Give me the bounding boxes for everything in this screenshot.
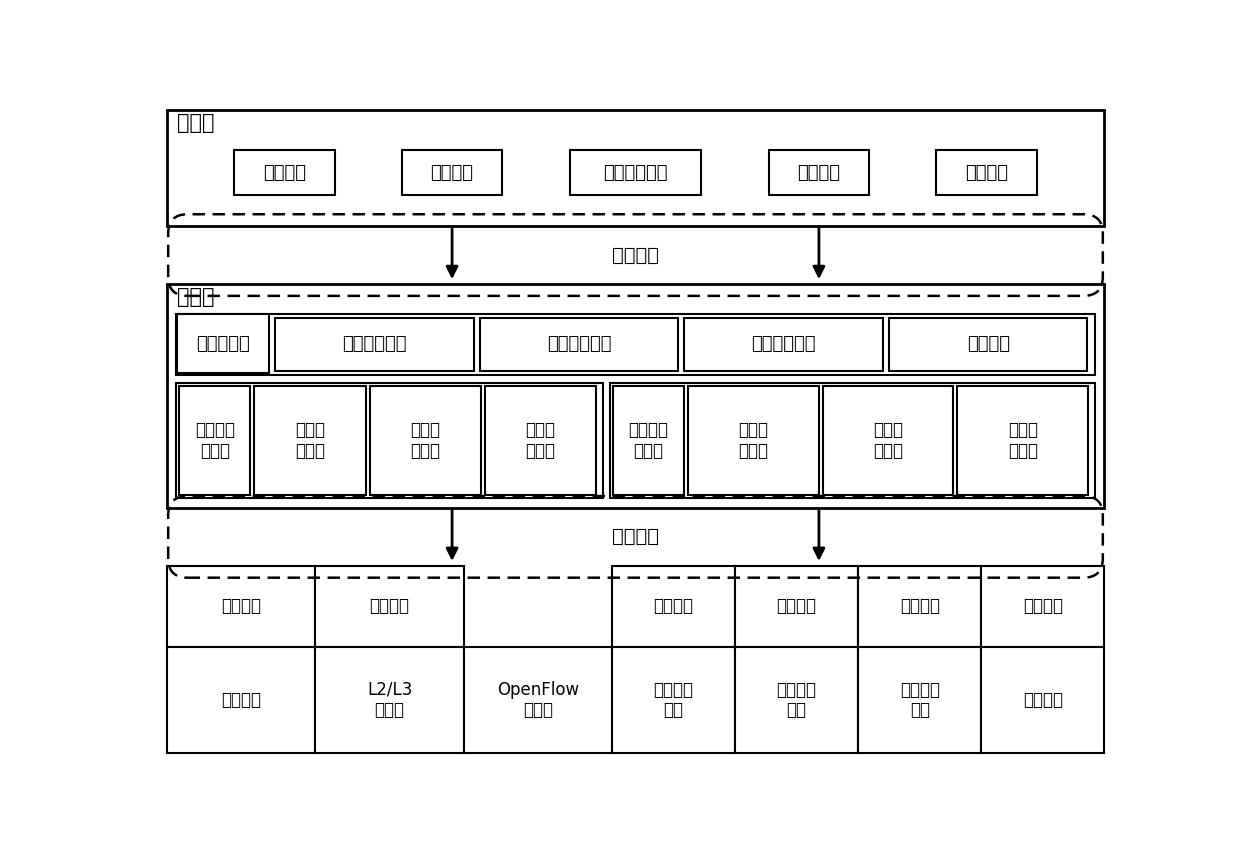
Text: 应急通信: 应急通信 bbox=[263, 163, 306, 181]
FancyBboxPatch shape bbox=[684, 318, 883, 370]
Text: 协议代理: 协议代理 bbox=[900, 598, 940, 616]
Text: 多域控制器: 多域控制器 bbox=[196, 335, 250, 353]
Text: 协议代理: 协议代理 bbox=[776, 598, 817, 616]
FancyBboxPatch shape bbox=[464, 646, 613, 753]
Text: 光交换机: 光交换机 bbox=[221, 691, 260, 709]
Text: 域内资
源调度: 域内资 源调度 bbox=[526, 422, 556, 460]
FancyBboxPatch shape bbox=[735, 566, 858, 646]
Text: 同步轨道
卫星: 同步轨道 卫星 bbox=[900, 681, 940, 719]
Text: 控制层: 控制层 bbox=[177, 287, 215, 308]
FancyBboxPatch shape bbox=[957, 386, 1089, 495]
FancyBboxPatch shape bbox=[936, 150, 1037, 195]
Text: 军事通信: 军事通信 bbox=[965, 163, 1008, 181]
FancyBboxPatch shape bbox=[275, 318, 474, 370]
Text: 地面网络
控制器: 地面网络 控制器 bbox=[195, 422, 234, 460]
Text: 协议代理: 协议代理 bbox=[653, 598, 693, 616]
Text: 协议代理: 协议代理 bbox=[370, 598, 409, 616]
FancyBboxPatch shape bbox=[889, 318, 1087, 370]
Text: 协议代理: 协议代理 bbox=[1023, 598, 1063, 616]
Text: 单域拓
扑管理: 单域拓 扑管理 bbox=[295, 422, 325, 460]
FancyBboxPatch shape bbox=[981, 566, 1105, 646]
FancyBboxPatch shape bbox=[315, 646, 464, 753]
FancyBboxPatch shape bbox=[177, 315, 269, 373]
Text: 协议代理: 协议代理 bbox=[221, 598, 260, 616]
FancyBboxPatch shape bbox=[769, 150, 869, 195]
FancyBboxPatch shape bbox=[858, 566, 981, 646]
Text: 应用层: 应用层 bbox=[177, 114, 215, 133]
Text: 南向协议: 南向协议 bbox=[613, 528, 658, 546]
FancyBboxPatch shape bbox=[176, 314, 1095, 375]
Text: 卫星状
态调整: 卫星状 态调整 bbox=[1008, 422, 1038, 460]
FancyBboxPatch shape bbox=[315, 566, 464, 646]
Text: 单域控
制功能: 单域控 制功能 bbox=[738, 422, 769, 460]
FancyBboxPatch shape bbox=[611, 646, 735, 753]
FancyBboxPatch shape bbox=[613, 386, 684, 495]
FancyBboxPatch shape bbox=[179, 386, 250, 495]
Text: 统一接口: 统一接口 bbox=[967, 335, 1009, 353]
Text: 全网负载均衡: 全网负载均衡 bbox=[751, 335, 816, 353]
FancyBboxPatch shape bbox=[166, 646, 315, 753]
Text: 跨域路径计算: 跨域路径计算 bbox=[547, 335, 611, 353]
Text: 卫星网络
控制器: 卫星网络 控制器 bbox=[629, 422, 668, 460]
Text: L2/L3
交换机: L2/L3 交换机 bbox=[367, 681, 413, 719]
FancyBboxPatch shape bbox=[485, 386, 596, 495]
FancyBboxPatch shape bbox=[981, 646, 1105, 753]
FancyBboxPatch shape bbox=[569, 150, 702, 195]
FancyBboxPatch shape bbox=[254, 386, 366, 495]
Text: 偏远地区通信: 偏远地区通信 bbox=[603, 163, 668, 181]
FancyBboxPatch shape bbox=[610, 383, 1095, 498]
FancyBboxPatch shape bbox=[822, 386, 954, 495]
Text: 北向协议: 北向协议 bbox=[613, 245, 658, 264]
FancyBboxPatch shape bbox=[735, 646, 858, 753]
Text: 近地轨道
卫星: 近地轨道 卫星 bbox=[653, 681, 693, 719]
FancyBboxPatch shape bbox=[480, 318, 678, 370]
FancyBboxPatch shape bbox=[166, 566, 315, 646]
Text: 域内路
径计算: 域内路 径计算 bbox=[410, 422, 440, 460]
Text: 卫星轨
道计算: 卫星轨 道计算 bbox=[873, 422, 903, 460]
FancyBboxPatch shape bbox=[234, 150, 335, 195]
FancyBboxPatch shape bbox=[176, 383, 604, 498]
FancyBboxPatch shape bbox=[166, 285, 1105, 508]
Text: 深空探测: 深空探测 bbox=[797, 163, 841, 181]
Text: 中距轨道
卫星: 中距轨道 卫星 bbox=[776, 681, 817, 719]
FancyBboxPatch shape bbox=[402, 150, 502, 195]
Text: 全网拓扑管理: 全网拓扑管理 bbox=[342, 335, 407, 353]
Text: 卫星基站: 卫星基站 bbox=[1023, 691, 1063, 709]
FancyBboxPatch shape bbox=[611, 566, 735, 646]
FancyBboxPatch shape bbox=[370, 386, 481, 495]
FancyBboxPatch shape bbox=[858, 646, 981, 753]
Text: 定位导航: 定位导航 bbox=[430, 163, 474, 181]
FancyBboxPatch shape bbox=[688, 386, 818, 495]
FancyBboxPatch shape bbox=[166, 110, 1105, 226]
Text: OpenFlow
交换机: OpenFlow 交换机 bbox=[497, 681, 579, 719]
